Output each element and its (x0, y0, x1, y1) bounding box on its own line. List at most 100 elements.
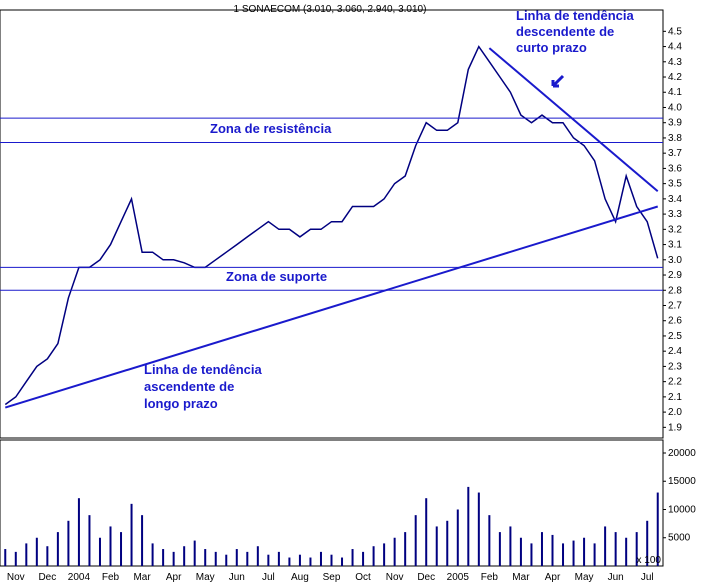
y-tick-label: 4.4 (668, 42, 682, 53)
volume-bar (519, 537, 522, 566)
volume-bar (477, 492, 480, 566)
volume-bar (319, 551, 322, 566)
y-tick-label: 3.3 (668, 209, 682, 220)
volume-bar (88, 515, 91, 566)
volume-bar (35, 537, 38, 566)
volume-bar (551, 534, 554, 566)
volume-bar (298, 554, 301, 566)
volume-bar (646, 520, 649, 566)
volume-bar (467, 486, 470, 566)
x-tick-label: Feb (481, 572, 499, 582)
y-tick-label: 10000 (668, 504, 696, 515)
y-tick-label: 15000 (668, 476, 696, 487)
volume-bar (193, 540, 196, 566)
price-frame (0, 9, 664, 439)
volume-bar (46, 546, 49, 566)
volume-bar (267, 554, 270, 566)
volume-bar (120, 532, 123, 566)
volume-bar (172, 551, 175, 566)
volume-bar (583, 537, 586, 566)
x-tick-label: May (575, 572, 594, 582)
x-tick-label: Jul (641, 572, 654, 582)
volume-bar (98, 537, 101, 566)
annotation: Linha de tendência (516, 8, 635, 23)
volume-bar (277, 551, 280, 566)
annotation: Linha de tendência (144, 362, 263, 377)
x-tick-label: 2004 (68, 572, 91, 582)
y-tick-label: 3.9 (668, 118, 682, 129)
volume-bar (14, 551, 17, 566)
volume-bar (151, 543, 154, 566)
y-tick-label: 2.4 (668, 346, 682, 357)
y-tick-label: 4.1 (668, 87, 682, 98)
volume-bar (214, 551, 217, 566)
volume-bar (362, 551, 365, 566)
y-tick-label: 2.7 (668, 300, 682, 311)
volume-bar (604, 526, 607, 566)
volume-bar (256, 546, 259, 566)
y-tick-label: 5000 (668, 533, 691, 544)
x-tick-label: Feb (102, 572, 120, 582)
volume-bar (141, 515, 144, 566)
x-tick-label: Dec (38, 572, 56, 582)
x-tick-label: Apr (166, 572, 182, 582)
arrow (551, 74, 565, 88)
x-tick-label: 2005 (447, 572, 470, 582)
annotation: ascendente de (144, 379, 234, 394)
volume-bar (456, 509, 459, 566)
volume-bar (572, 540, 575, 566)
volume-bar (309, 557, 312, 566)
volume-bar (425, 498, 428, 566)
y-tick-label: 4.5 (668, 26, 682, 37)
y-tick-label: 4.2 (668, 72, 682, 83)
x-tick-label: Jun (229, 572, 245, 582)
volume-bar (77, 498, 80, 566)
x-tick-label: Sep (323, 572, 341, 582)
volume-bar (288, 557, 291, 566)
chart-title: 1 SONAECOM (3.010, 3.060, 2.940, 3.010) (234, 4, 427, 15)
volume-bar (162, 549, 165, 566)
annotation: curto prazo (516, 40, 587, 55)
volume-bar (330, 554, 333, 566)
x-tick-label: Nov (386, 572, 404, 582)
x-tick-label: May (196, 572, 215, 582)
volume-bar (435, 526, 438, 566)
volume-bar (404, 532, 407, 566)
x-tick-label: Jul (262, 572, 275, 582)
y-tick-label: 4.0 (668, 102, 682, 113)
y-tick-label: 2.2 (668, 377, 682, 388)
annotation: longo prazo (144, 396, 218, 411)
annotation: Zona de resistência (210, 121, 332, 136)
y-tick-label: 2.5 (668, 331, 682, 342)
x-tick-label: Apr (545, 572, 561, 582)
volume-bar (204, 549, 207, 566)
volume-bar (593, 543, 596, 566)
volume-bar (393, 537, 396, 566)
y-tick-label: 3.6 (668, 163, 682, 174)
price-line (4, 45, 659, 406)
volume-bar (183, 546, 186, 566)
volume-bar (235, 549, 238, 566)
x-tick-label: Mar (133, 572, 151, 582)
y-tick-label: 20000 (668, 448, 696, 459)
y-tick-label: 2.8 (668, 285, 682, 296)
volume-bar (341, 557, 344, 566)
volume-bar (562, 543, 565, 566)
y-tick-label: 2.1 (668, 392, 682, 403)
volume-bar (351, 549, 354, 566)
y-tick-label: 3.1 (668, 240, 682, 251)
x-tick-label: Mar (512, 572, 530, 582)
volume-bar (67, 520, 70, 566)
volume-bar (488, 515, 491, 566)
y-tick-label: 4.3 (668, 57, 682, 68)
volume-bar (414, 515, 417, 566)
volume-bar (225, 554, 228, 566)
volume-bar (656, 492, 659, 566)
x-tick-label: Aug (291, 572, 309, 582)
volume-bar (540, 532, 543, 566)
y-tick-label: 3.5 (668, 179, 682, 190)
y-tick-label: 3.2 (668, 224, 682, 235)
volume-bar (56, 532, 59, 566)
volume-bar (246, 551, 249, 566)
